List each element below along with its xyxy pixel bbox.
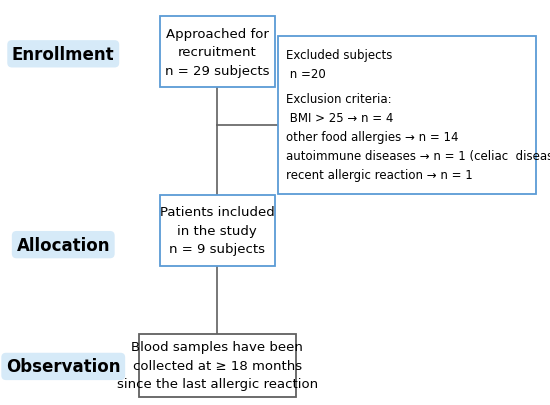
Text: BMI > 25 → n = 4: BMI > 25 → n = 4: [286, 112, 393, 125]
Bar: [160, 195, 275, 266]
Bar: [139, 334, 296, 397]
Text: n =20: n =20: [286, 68, 326, 81]
Text: Patients included
in the study
n = 9 subjects: Patients included in the study n = 9 sub…: [160, 206, 274, 256]
Text: Observation: Observation: [6, 358, 120, 375]
Text: Blood samples have been
collected at ≥ 18 months
since the last allergic reactio: Blood samples have been collected at ≥ 1…: [117, 340, 318, 390]
Text: Allocation: Allocation: [16, 236, 110, 254]
Text: autoimmune diseases → n = 1 (celiac  disease): autoimmune diseases → n = 1 (celiac dise…: [286, 150, 550, 163]
Text: Excluded subjects: Excluded subjects: [286, 49, 392, 62]
Bar: [278, 36, 536, 194]
Text: Exclusion criteria:: Exclusion criteria:: [286, 93, 392, 106]
Text: Approached for
recruitment
n = 29 subjects: Approached for recruitment n = 29 subjec…: [165, 28, 270, 78]
Text: Enrollment: Enrollment: [12, 46, 114, 64]
Text: other food allergies → n = 14: other food allergies → n = 14: [286, 131, 458, 144]
Text: recent allergic reaction → n = 1: recent allergic reaction → n = 1: [286, 169, 472, 182]
Bar: [160, 17, 275, 88]
